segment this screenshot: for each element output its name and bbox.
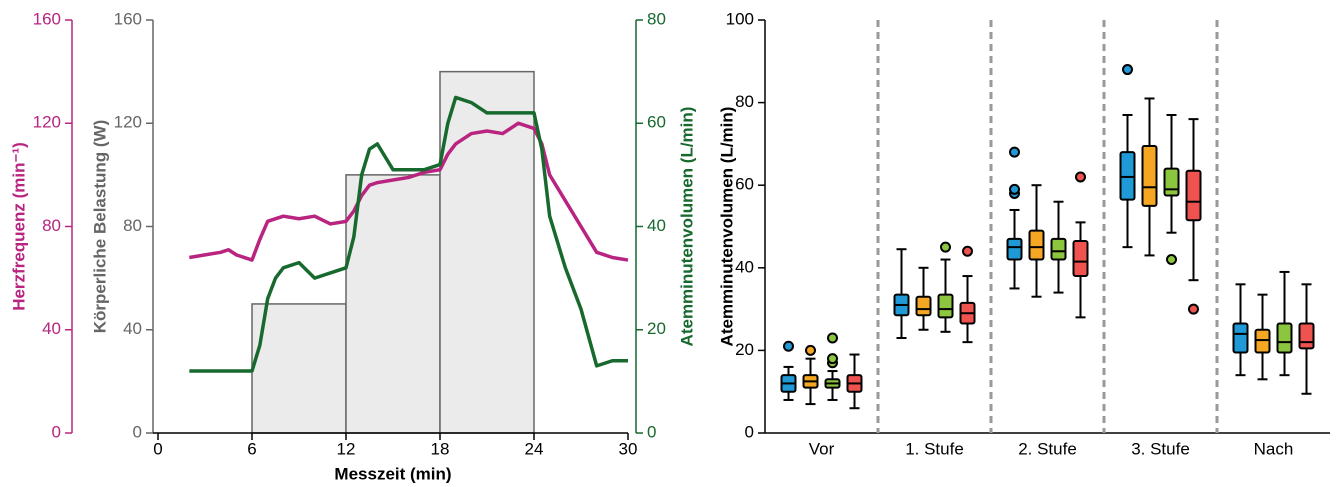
series-line xyxy=(189,95,628,373)
outlier xyxy=(1166,254,1177,266)
y-tick-label: 80 xyxy=(735,92,754,111)
box xyxy=(1072,239,1089,278)
y-tick-label: 100 xyxy=(726,9,754,28)
x-tick-label: 24 xyxy=(525,439,544,458)
y-tick-label: 160 xyxy=(114,9,142,28)
y-tick-label: 120 xyxy=(33,113,61,132)
y-axis-label: Atemminutenvolumen (L/min) xyxy=(677,107,696,347)
x-tick-label: 3. Stufe xyxy=(1131,439,1190,458)
load-step xyxy=(251,303,347,434)
x-tick-label: 0 xyxy=(153,439,162,458)
y-axis-label: Herzfrequenz (min⁻¹) xyxy=(9,142,28,311)
box xyxy=(1254,328,1271,354)
x-tick-label: Nach xyxy=(1254,439,1294,458)
box xyxy=(1232,322,1249,354)
y-tick-label: 80 xyxy=(123,216,142,235)
outlier xyxy=(962,245,973,257)
y-tick-label: 80 xyxy=(647,9,666,28)
y-tick-label: 120 xyxy=(114,113,142,132)
y-tick-label: 0 xyxy=(133,422,142,441)
outlier xyxy=(940,241,951,253)
y-axis-label: Körperliche Belastung (W) xyxy=(90,120,109,333)
x-tick-label: 1. Stufe xyxy=(905,439,964,458)
box xyxy=(1006,237,1023,261)
box xyxy=(1163,167,1180,197)
outlier xyxy=(1188,303,1199,315)
box xyxy=(1141,144,1158,207)
x-tick-label: 18 xyxy=(431,439,450,458)
box xyxy=(1298,322,1315,350)
box xyxy=(1028,229,1045,261)
box xyxy=(1185,169,1202,222)
outlier xyxy=(1009,146,1020,158)
outlier xyxy=(1122,64,1133,76)
box xyxy=(1050,237,1067,261)
outlier xyxy=(1009,183,1020,195)
y-tick-label: 0 xyxy=(52,422,61,441)
x-tick-label: 30 xyxy=(619,439,638,458)
y-tick-label: 20 xyxy=(735,340,754,359)
box xyxy=(915,295,932,317)
box xyxy=(937,293,954,319)
x-tick-label: 2. Stufe xyxy=(1018,439,1077,458)
y-tick-label: 60 xyxy=(735,175,754,194)
y-tick-label: 0 xyxy=(647,422,656,441)
outlier xyxy=(805,344,816,356)
box xyxy=(1276,322,1293,354)
y-tick-label: 0 xyxy=(745,422,754,441)
x-tick-label: 6 xyxy=(247,439,256,458)
y-tick-label: 40 xyxy=(647,216,666,235)
series-line xyxy=(189,121,629,262)
y-tick-label: 40 xyxy=(42,319,61,338)
x-tick-label: Vor xyxy=(809,439,835,458)
x-axis-label: Messzeit (min) xyxy=(334,464,451,483)
outlier xyxy=(827,332,838,344)
x-tick-label: 12 xyxy=(337,439,356,458)
y-tick-label: 160 xyxy=(33,9,61,28)
y-tick-label: 60 xyxy=(647,113,666,132)
y-tick-label: 40 xyxy=(123,319,142,338)
outlier xyxy=(1075,171,1086,183)
outlier xyxy=(783,340,794,352)
load-step xyxy=(345,174,441,434)
y-axis-label: Atemminutenvolumen (L/min) xyxy=(717,107,736,347)
outlier xyxy=(827,353,838,365)
box xyxy=(1119,151,1136,201)
y-tick-label: 20 xyxy=(647,319,666,338)
y-tick-label: 80 xyxy=(42,216,61,235)
y-tick-label: 40 xyxy=(735,257,754,276)
load-step xyxy=(439,70,535,434)
